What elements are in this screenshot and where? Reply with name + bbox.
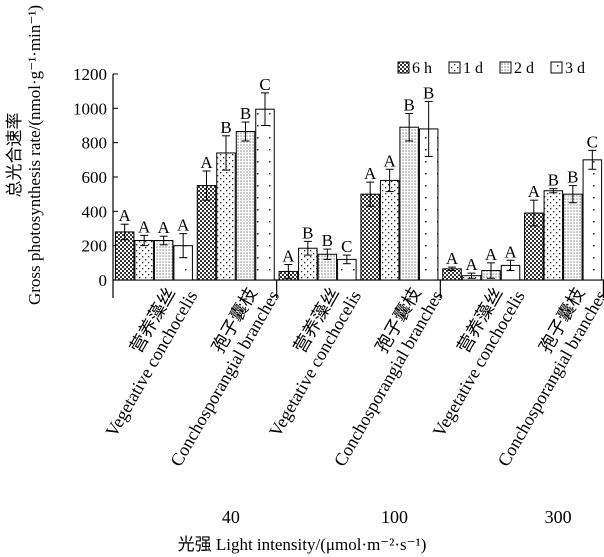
significance-letter: C: [341, 237, 352, 256]
bar: [563, 193, 583, 281]
significance-letter: A: [528, 182, 541, 201]
significance-letter: A: [364, 164, 377, 183]
bar: [582, 159, 603, 281]
y-axis-title-en: Gross photosynthesis rate/(nmol·g⁻¹·min⁻…: [25, 5, 44, 305]
significance-letter: B: [302, 223, 313, 242]
x-axis-title: 光强 Light intensity/(μmol·m⁻²·s⁻¹): [178, 535, 427, 554]
bar: [255, 108, 275, 281]
significance-letter: A: [504, 242, 517, 261]
significance-letter: A: [384, 151, 397, 170]
significance-letter: B: [403, 95, 414, 114]
legend-swatch: [448, 61, 461, 74]
significance-letter: C: [259, 75, 270, 94]
significance-letter: A: [200, 153, 213, 172]
significance-letter: A: [465, 255, 478, 274]
y-tick-label: 1200: [73, 65, 107, 84]
y-tick-label: 400: [82, 202, 108, 221]
legend-swatch: [550, 61, 563, 74]
bar: [216, 152, 236, 281]
significance-letter: B: [322, 231, 333, 250]
y-tick-label: 600: [82, 168, 108, 187]
bar: [379, 179, 400, 281]
y-tick-label: 1000: [73, 99, 107, 118]
legend-swatch: [499, 61, 512, 74]
y-tick-label: 800: [82, 134, 108, 153]
legend-label: 6 h: [412, 60, 432, 77]
significance-letter: B: [423, 83, 434, 102]
significance-letter: B: [240, 104, 251, 123]
legend-swatch: [397, 61, 410, 74]
bar: [235, 131, 256, 281]
bar: [543, 190, 564, 281]
legend: 6 h 1 d 2 d 3 d: [397, 60, 585, 77]
y-tick-label: 0: [99, 271, 108, 290]
chart-axes: 0 200 400 600 800 1000 1200: [73, 65, 604, 290]
significance-letter: A: [119, 206, 132, 225]
significance-letter: A: [177, 216, 190, 235]
significance-letter: A: [282, 247, 295, 266]
y-axis-title-cn: 总光合速率: [5, 113, 24, 198]
significance-letter: A: [138, 217, 151, 236]
significance-letter: C: [587, 132, 598, 151]
significance-letter: A: [158, 218, 171, 237]
legend-label: 2 d: [514, 60, 534, 77]
significance-letter: B: [567, 168, 578, 187]
bar: [360, 193, 380, 281]
bar: [399, 126, 419, 281]
x-group-label: 300: [545, 507, 572, 527]
y-tick-label: 200: [82, 237, 108, 256]
significance-letter: B: [220, 118, 231, 137]
legend-label: 1 d: [463, 60, 483, 77]
bar: [153, 240, 174, 281]
significance-letter: B: [548, 171, 559, 190]
bar: [134, 240, 154, 281]
significance-letter: A: [485, 245, 498, 264]
x-group-label: 100: [381, 507, 408, 527]
legend-label: 3 d: [565, 60, 585, 77]
x-group-label: 40: [222, 507, 240, 527]
significance-letter: A: [446, 249, 459, 268]
